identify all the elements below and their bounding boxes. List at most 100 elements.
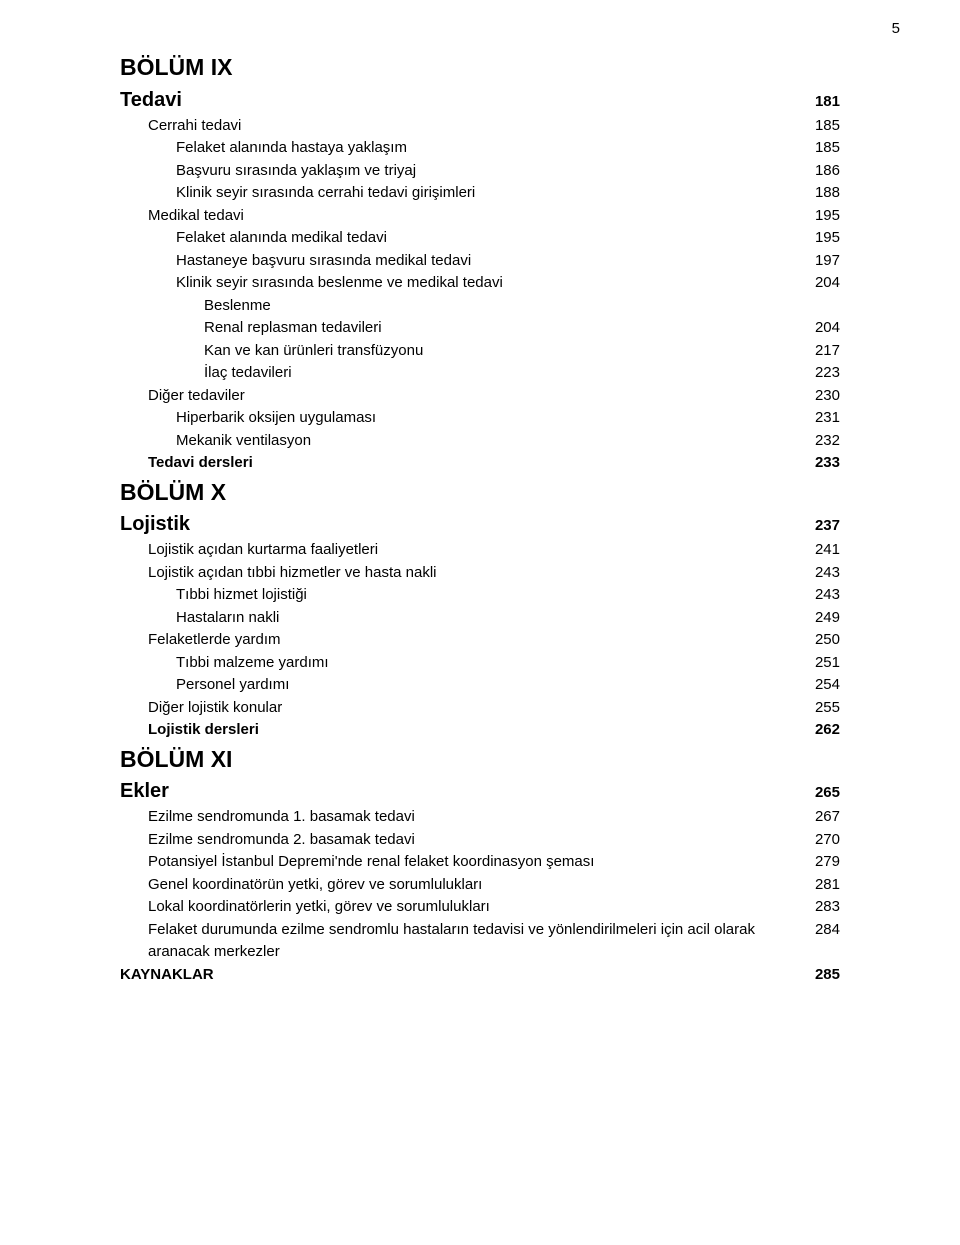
- toc-page-number: 250: [815, 629, 840, 652]
- toc-page-number: 284: [815, 919, 840, 942]
- toc-page-number: 281: [815, 874, 840, 897]
- toc-label: Kan ve kan ürünleri transfüzyonu: [120, 340, 815, 363]
- toc-label: Mekanik ventilasyon: [120, 430, 815, 453]
- toc-row: Tıbbi malzeme yardımı251: [120, 652, 840, 675]
- toc-label: Klinik seyir sırasında beslenme ve medik…: [120, 272, 815, 295]
- toc-row: Diğer tedaviler230: [120, 385, 840, 408]
- toc-row: BÖLÜM IX: [120, 50, 840, 85]
- toc-page-number: 237: [815, 515, 840, 538]
- toc-row: Renal replasman tedavileri204: [120, 317, 840, 340]
- toc-row: Lokal koordinatörlerin yetki, görev ve s…: [120, 896, 840, 919]
- toc-label: Diğer lojistik konular: [120, 697, 815, 720]
- toc-label: Hiperbarik oksijen uygulaması: [120, 407, 815, 430]
- toc-row: Genel koordinatörün yetki, görev ve soru…: [120, 874, 840, 897]
- toc-label: Ezilme sendromunda 2. basamak tedavi: [120, 829, 815, 852]
- toc-row: BÖLÜM XI: [120, 742, 840, 777]
- toc-row: KAYNAKLAR285: [120, 964, 840, 987]
- toc-label: Tedavi dersleri: [120, 452, 815, 475]
- toc-label: Potansiyel İstanbul Depremi'nde renal fe…: [120, 851, 815, 874]
- toc-label: Cerrahi tedavi: [120, 115, 815, 138]
- toc-page-number: 251: [815, 652, 840, 675]
- toc-label: Beslenme: [120, 295, 840, 318]
- toc-page-number: 185: [815, 137, 840, 160]
- toc-page-number: 241: [815, 539, 840, 562]
- toc-row: Lojistik237: [120, 509, 840, 539]
- toc-row: Kan ve kan ürünleri transfüzyonu217: [120, 340, 840, 363]
- toc-page-number: 283: [815, 896, 840, 919]
- toc-row: Tıbbi hizmet lojistiği243: [120, 584, 840, 607]
- toc-page-number: 279: [815, 851, 840, 874]
- toc-row: Tedavi dersleri233: [120, 452, 840, 475]
- document-page: 5 BÖLÜM IXTedavi181Cerrahi tedavi185Fela…: [0, 0, 960, 1245]
- toc-row: Hastaların nakli249: [120, 607, 840, 630]
- toc-row: Beslenme: [120, 295, 840, 318]
- toc-row: Felaket durumunda ezilme sendromlu hasta…: [120, 919, 840, 964]
- toc-page-number: 254: [815, 674, 840, 697]
- toc-label: Lojistik açıdan tıbbi hizmetler ve hasta…: [120, 562, 815, 585]
- toc-label: Hastaneye başvuru sırasında medikal teda…: [120, 250, 815, 273]
- toc-page-number: 185: [815, 115, 840, 138]
- toc-page-number: 195: [815, 227, 840, 250]
- toc-page-number: 255: [815, 697, 840, 720]
- toc-label: İlaç tedavileri: [120, 362, 815, 385]
- toc-row: Hastaneye başvuru sırasında medikal teda…: [120, 250, 840, 273]
- toc-page-number: 188: [815, 182, 840, 205]
- toc-label: Lojistik: [120, 509, 815, 539]
- toc-row: Başvuru sırasında yaklaşım ve triyaj186: [120, 160, 840, 183]
- toc-label: Renal replasman tedavileri: [120, 317, 815, 340]
- toc-label: Medikal tedavi: [120, 205, 815, 228]
- toc-label: BÖLÜM X: [120, 475, 840, 510]
- toc-label: Diğer tedaviler: [120, 385, 815, 408]
- toc-page-number: 262: [815, 719, 840, 742]
- page-number: 5: [892, 20, 900, 37]
- toc-page-number: 233: [815, 452, 840, 475]
- toc-page-number: 181: [815, 91, 840, 114]
- toc-row: Personel yardımı254: [120, 674, 840, 697]
- toc-row: Cerrahi tedavi185: [120, 115, 840, 138]
- toc-page-number: 267: [815, 806, 840, 829]
- toc-label: Lokal koordinatörlerin yetki, görev ve s…: [120, 896, 815, 919]
- toc-row: Mekanik ventilasyon232: [120, 430, 840, 453]
- toc-row: Ezilme sendromunda 1. basamak tedavi267: [120, 806, 840, 829]
- toc-row: Felaket alanında medikal tedavi195: [120, 227, 840, 250]
- toc-row: Lojistik açıdan tıbbi hizmetler ve hasta…: [120, 562, 840, 585]
- toc-page-number: 204: [815, 272, 840, 295]
- toc-page-number: 249: [815, 607, 840, 630]
- toc-label: Ezilme sendromunda 1. basamak tedavi: [120, 806, 815, 829]
- toc-row: Felaket alanında hastaya yaklaşım185: [120, 137, 840, 160]
- toc-page-number: 195: [815, 205, 840, 228]
- toc-row: Lojistik açıdan kurtarma faaliyetleri241: [120, 539, 840, 562]
- toc-label: Tedavi: [120, 85, 815, 115]
- toc-label: Felaket alanında medikal tedavi: [120, 227, 815, 250]
- toc-label: Felaket durumunda ezilme sendromlu hasta…: [120, 919, 815, 964]
- toc-page-number: 243: [815, 562, 840, 585]
- toc-page-number: 223: [815, 362, 840, 385]
- toc-row: Felaketlerde yardım250: [120, 629, 840, 652]
- toc-label: Klinik seyir sırasında cerrahi tedavi gi…: [120, 182, 815, 205]
- toc-label: Felaket alanında hastaya yaklaşım: [120, 137, 815, 160]
- toc-row: İlaç tedavileri223: [120, 362, 840, 385]
- toc-page-number: 186: [815, 160, 840, 183]
- toc-row: Lojistik dersleri262: [120, 719, 840, 742]
- toc-label: Lojistik açıdan kurtarma faaliyetleri: [120, 539, 815, 562]
- toc-label: Genel koordinatörün yetki, görev ve soru…: [120, 874, 815, 897]
- toc-page-number: 243: [815, 584, 840, 607]
- toc-page-number: 232: [815, 430, 840, 453]
- toc-row: Hiperbarik oksijen uygulaması231: [120, 407, 840, 430]
- toc-label: Hastaların nakli: [120, 607, 815, 630]
- toc-row: Diğer lojistik konular255: [120, 697, 840, 720]
- toc-page-number: 204: [815, 317, 840, 340]
- toc-row: Tedavi181: [120, 85, 840, 115]
- toc-page-number: 265: [815, 782, 840, 805]
- toc-row: Klinik seyir sırasında cerrahi tedavi gi…: [120, 182, 840, 205]
- toc-page-number: 270: [815, 829, 840, 852]
- toc-row: Ekler265: [120, 776, 840, 806]
- toc-page-number: 217: [815, 340, 840, 363]
- table-of-contents: BÖLÜM IXTedavi181Cerrahi tedavi185Felake…: [120, 50, 840, 986]
- toc-label: Başvuru sırasında yaklaşım ve triyaj: [120, 160, 815, 183]
- toc-row: Potansiyel İstanbul Depremi'nde renal fe…: [120, 851, 840, 874]
- toc-label: Lojistik dersleri: [120, 719, 815, 742]
- toc-page-number: 285: [815, 964, 840, 987]
- toc-row: Medikal tedavi195: [120, 205, 840, 228]
- toc-row: Ezilme sendromunda 2. basamak tedavi270: [120, 829, 840, 852]
